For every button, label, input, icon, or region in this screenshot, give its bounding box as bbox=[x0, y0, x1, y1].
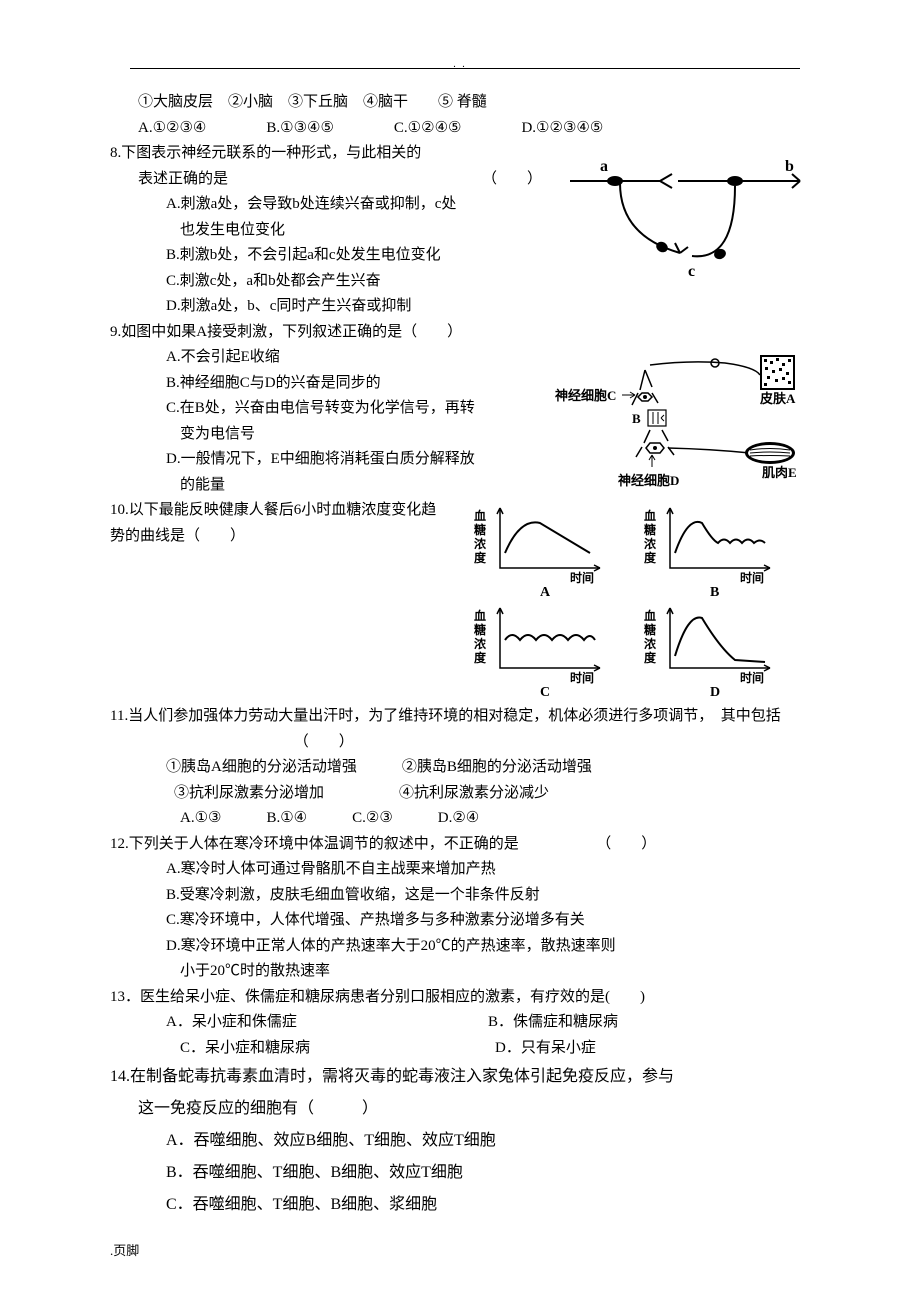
q11-c1: ①胰岛A细胞的分泌活动增强 ②胰岛B细胞的分泌活动增强 bbox=[110, 755, 810, 781]
svg-text:时间: 时间 bbox=[740, 670, 764, 685]
q11-stem: 11.当人们参加强体力劳动大量出汗时，为了维持环境的相对稳定，机体必须进行多项调… bbox=[110, 704, 810, 755]
svg-text:血: 血 bbox=[644, 608, 656, 623]
svg-text:血: 血 bbox=[474, 608, 486, 623]
svg-text:C: C bbox=[540, 685, 550, 698]
q9-a: A.不会引起E收缩 bbox=[110, 345, 550, 371]
svg-text:血: 血 bbox=[644, 508, 656, 523]
q12-paren: （ ） bbox=[596, 836, 656, 852]
q9-label-b: B bbox=[632, 411, 641, 426]
q8-label-a: a bbox=[600, 158, 608, 175]
svg-text:度: 度 bbox=[644, 550, 657, 565]
q14-c: C．吞噬细胞、T细胞、B细胞、浆细胞 bbox=[110, 1189, 810, 1221]
q9-d1: D.一般情况下，E中细胞将消耗蛋白质分解释放 bbox=[110, 447, 550, 473]
q7-opt-a: A.①②③④ bbox=[138, 116, 206, 142]
q8-a1: A.刺激a处，会导致b处连续兴奋或抑制，c处 bbox=[110, 192, 560, 218]
q8-c: C.刺激c处，a和b处都会产生兴奋 bbox=[110, 269, 560, 295]
q13-row1: A．呆小症和侏儒症 B．侏儒症和糖尿病 bbox=[110, 1010, 810, 1036]
q9-d2: 的能量 bbox=[110, 473, 550, 499]
q12-a: A.寒冷时人体可通过骨骼肌不自主战栗来增加产热 bbox=[110, 857, 810, 883]
q11-stem-text: 11.当人们参加强体力劳动大量出汗时，为了维持环境的相对稳定，机体必须进行多项调… bbox=[110, 708, 781, 724]
q8-stem2: 表述正确的是 bbox=[138, 171, 228, 187]
header-rule bbox=[130, 68, 800, 69]
q8-b: B.刺激b处，不会引起a和c处发生电位变化 bbox=[110, 243, 560, 269]
q14-a: A．吞噬细胞、效应B细胞、T细胞、效应T细胞 bbox=[110, 1125, 810, 1157]
svg-text:糖: 糖 bbox=[474, 622, 486, 637]
q11-paren: （ ） bbox=[294, 734, 354, 750]
q11-c2: ③抗利尿激素分泌增加 ④抗利尿激素分泌减少 bbox=[110, 781, 810, 807]
q9-c1: C.在B处，兴奋由电信号转变为化学信号，再转 bbox=[110, 396, 550, 422]
q8-stem1: 8.下图表示神经元联系的一种形式，与此相关的 bbox=[110, 141, 560, 167]
q12-c: C.寒冷环境中，人体代增强、产热增多与多种激素分泌增多有关 bbox=[110, 908, 810, 934]
q7-opt-d: D.①②③④⑤ bbox=[521, 116, 603, 142]
q9-b: B.神经细胞C与D的兴奋是同步的 bbox=[110, 371, 550, 397]
svg-text:时间: 时间 bbox=[740, 570, 764, 585]
q13-b: B．侏儒症和糖尿病 bbox=[488, 1010, 810, 1036]
svg-text:度: 度 bbox=[474, 550, 487, 565]
q8-stem2-row: 表述正确的是 （ ） bbox=[110, 167, 560, 193]
q7-choices: ①大脑皮层 ②小脑 ③下丘脑 ④脑干 ⑤ 脊髓 bbox=[110, 90, 810, 116]
q13-row2: C．呆小症和糖尿病 D．只有呆小症 bbox=[110, 1036, 810, 1062]
page-footer: .页脚 bbox=[110, 1240, 139, 1262]
q9-label-muscle: 肌肉E bbox=[762, 465, 797, 480]
svg-text:血: 血 bbox=[474, 508, 486, 523]
q12-stem-row: 12.下列关于人体在寒冷环境中体温调节的叙述中，不正确的是 （ ） bbox=[110, 832, 810, 858]
q9-stem: 9.如图中如果A接受刺激，下列叙述正确的是（ ） bbox=[110, 320, 810, 346]
svg-text:时间: 时间 bbox=[570, 570, 594, 585]
q12-d2: 小于20℃时的散热速率 bbox=[110, 959, 810, 985]
q8-label-c: c bbox=[688, 263, 695, 280]
q13-c: C．呆小症和糖尿病 bbox=[166, 1036, 495, 1062]
svg-text:糖: 糖 bbox=[474, 522, 486, 537]
svg-text:糖: 糖 bbox=[644, 522, 656, 537]
q11-opts: A.①③ B.①④ C.②③ D.②④ bbox=[110, 806, 810, 832]
q7-opt-b: B.①③④⑤ bbox=[266, 116, 334, 142]
header-dots: . . bbox=[453, 56, 467, 73]
q9-label-nd: 神经细胞D bbox=[618, 473, 679, 488]
q8-row: 8.下图表示神经元联系的一种形式，与此相关的 表述正确的是 （ ） A.刺激a处… bbox=[110, 141, 810, 320]
q9-figure: 皮肤A 神经细胞C B 神经细胞D bbox=[550, 345, 810, 495]
q12-b: B.受寒冷刺激，皮肤毛细血管收缩，这是一个非条件反射 bbox=[110, 883, 810, 909]
svg-text:A: A bbox=[540, 585, 551, 600]
q10-stem2: 势的曲线是（ ） bbox=[110, 524, 460, 550]
q7-options: A.①②③④ B.①③④⑤ C.①②④⑤ D.①②③④⑤ bbox=[110, 116, 810, 142]
q9-label-nc: 神经细胞C bbox=[555, 388, 616, 403]
q7-opt-c: C.①②④⑤ bbox=[394, 116, 462, 142]
q9-row: A.不会引起E收缩 B.神经细胞C与D的兴奋是同步的 C.在B处，兴奋由电信号转… bbox=[110, 345, 810, 498]
q10-row: 10.以下最能反映健康人餐后6小时血糖浓度变化趋 势的曲线是（ ） 血糖浓度 时… bbox=[110, 498, 810, 698]
q12-d1: D.寒冷环境中正常人体的产热速率大于20℃的产热速率，散热速率则 bbox=[110, 934, 810, 960]
q13-d: D．只有呆小症 bbox=[495, 1036, 810, 1062]
q8-label-b: b bbox=[785, 158, 794, 175]
q8-a2: 也发生电位变化 bbox=[110, 218, 560, 244]
svg-text:B: B bbox=[710, 585, 719, 600]
q14-stem1: 14.在制备蛇毒抗毒素血清时，需将灭毒的蛇毒液注入家兔体引起免疫反应，参与 bbox=[110, 1061, 810, 1093]
q14-b: B．吞噬细胞、T细胞、B细胞、效应T细胞 bbox=[110, 1157, 810, 1189]
q12-stem: 12.下列关于人体在寒冷环境中体温调节的叙述中，不正确的是 bbox=[110, 836, 519, 852]
svg-text:浓: 浓 bbox=[644, 536, 657, 551]
q9-label-skin: 皮肤A bbox=[759, 391, 796, 406]
q14-block: 14.在制备蛇毒抗毒素血清时，需将灭毒的蛇毒液注入家兔体引起免疫反应，参与 这一… bbox=[110, 1061, 810, 1221]
q13-a: A．呆小症和侏儒症 bbox=[166, 1010, 488, 1036]
q9-c2: 变为电信号 bbox=[110, 422, 550, 448]
svg-text:糖: 糖 bbox=[644, 622, 656, 637]
q8-figure: a b c bbox=[560, 141, 810, 291]
svg-text:浓: 浓 bbox=[474, 536, 487, 551]
svg-text:浓: 浓 bbox=[474, 636, 487, 651]
q10-stem1: 10.以下最能反映健康人餐后6小时血糖浓度变化趋 bbox=[110, 498, 460, 524]
svg-text:度: 度 bbox=[644, 650, 657, 665]
svg-text:时间: 时间 bbox=[570, 670, 594, 685]
svg-text:D: D bbox=[710, 685, 720, 698]
q10-figure: 血糖浓度 时间 A 血糖浓度 时间 B bbox=[460, 498, 790, 698]
svg-text:度: 度 bbox=[474, 650, 487, 665]
svg-text:浓: 浓 bbox=[644, 636, 657, 651]
q8-d: D.刺激a处，b、c同时产生兴奋或抑制 bbox=[110, 294, 560, 320]
q8-paren: （ ） bbox=[482, 167, 542, 193]
q13-stem: 13．医生给呆小症、侏儒症和糖尿病患者分别口服相应的激素，有疗效的是( ) bbox=[110, 985, 810, 1011]
q14-stem2: 这一免疫反应的细胞有（ ） bbox=[110, 1093, 810, 1125]
page-content: ①大脑皮层 ②小脑 ③下丘脑 ④脑干 ⑤ 脊髓 A.①②③④ B.①③④⑤ C.… bbox=[110, 90, 810, 1221]
